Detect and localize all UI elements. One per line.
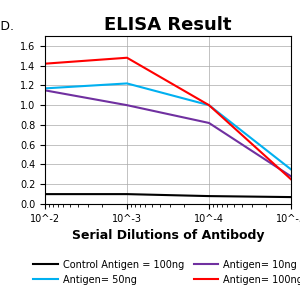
Antigen= 10ng	[43, 88, 47, 92]
Y-axis label: O.D.: O.D.	[0, 20, 14, 33]
Antigen= 50ng	[207, 103, 211, 107]
Antigen= 100ng	[43, 62, 47, 65]
Antigen= 10ng	[125, 103, 129, 107]
Line: Antigen= 10ng: Antigen= 10ng	[45, 90, 291, 176]
Antigen= 100ng	[207, 103, 211, 107]
Antigen= 10ng	[207, 121, 211, 125]
Control Antigen = 100ng	[207, 194, 211, 198]
Line: Antigen= 50ng: Antigen= 50ng	[45, 83, 291, 170]
Control Antigen = 100ng	[125, 192, 129, 196]
Title: ELISA Result: ELISA Result	[104, 16, 232, 34]
Antigen= 50ng	[43, 87, 47, 90]
Legend: Control Antigen = 100ng, Antigen= 50ng, Antigen= 10ng, Antigen= 100ng: Control Antigen = 100ng, Antigen= 50ng, …	[29, 256, 300, 289]
Line: Control Antigen = 100ng: Control Antigen = 100ng	[45, 194, 291, 197]
Antigen= 100ng	[125, 56, 129, 59]
Line: Antigen= 100ng: Antigen= 100ng	[45, 58, 291, 179]
Control Antigen = 100ng	[289, 195, 293, 199]
X-axis label: Serial Dilutions of Antibody: Serial Dilutions of Antibody	[72, 229, 264, 242]
Control Antigen = 100ng	[43, 192, 47, 196]
Antigen= 10ng	[289, 175, 293, 178]
Antigen= 50ng	[125, 82, 129, 85]
Antigen= 100ng	[289, 178, 293, 181]
Antigen= 50ng	[289, 168, 293, 171]
